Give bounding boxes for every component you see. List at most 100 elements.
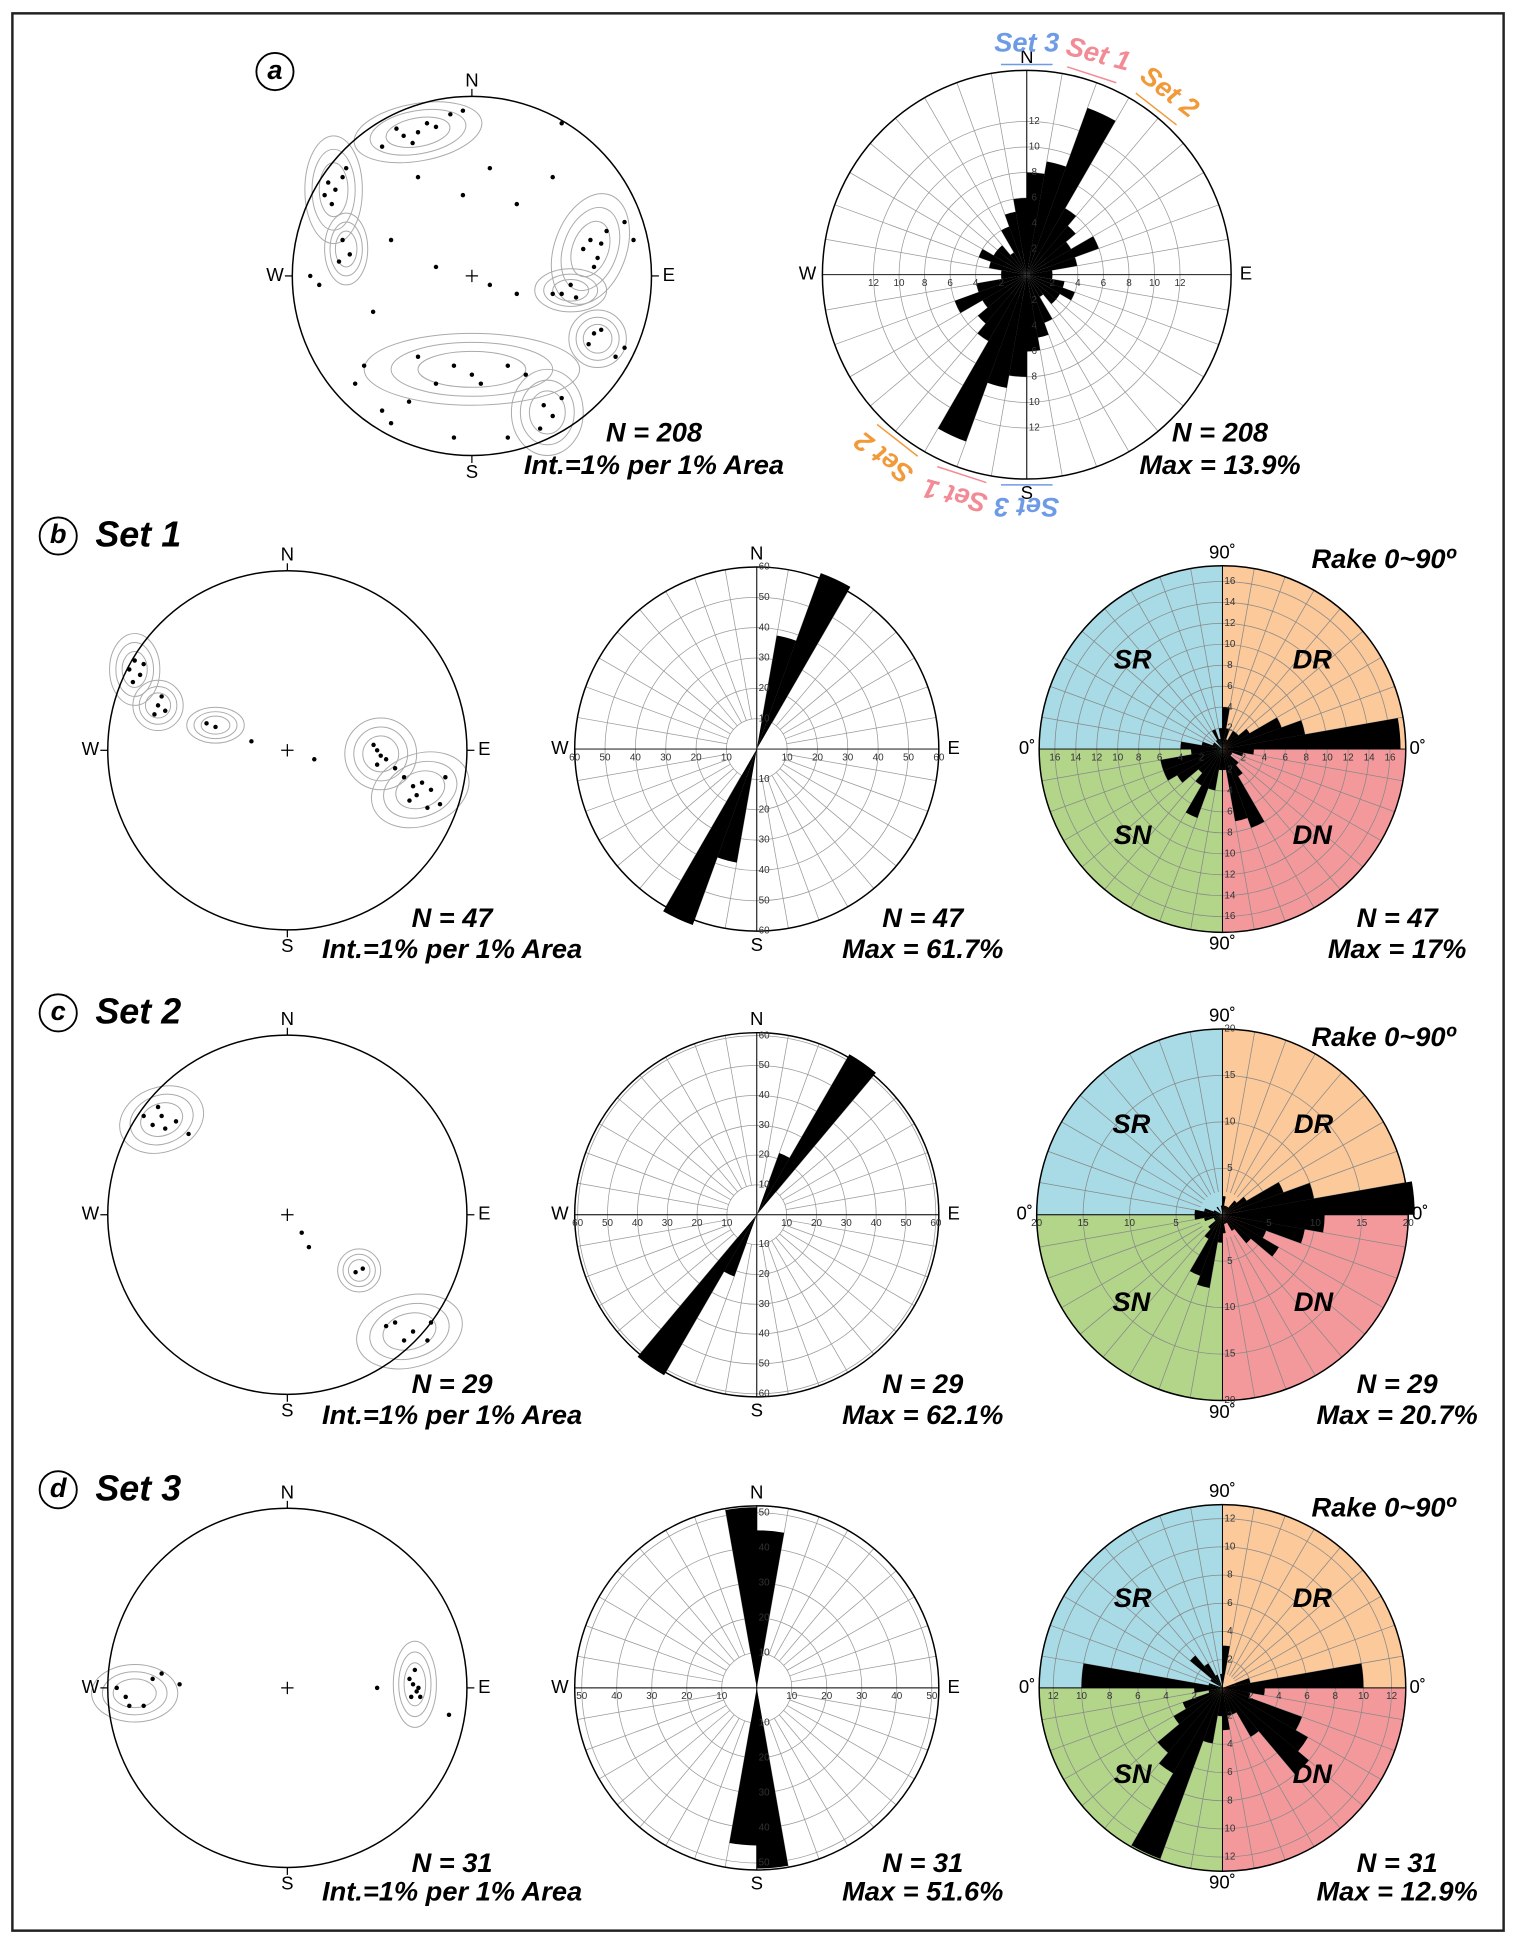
spoke <box>665 1718 740 1846</box>
spoke <box>1129 1234 1212 1376</box>
rake-bar <box>1222 1214 1267 1238</box>
rake-bar <box>1131 1687 1223 1859</box>
pole-point <box>573 295 579 300</box>
axis-label: 0˚ <box>1016 1203 1033 1224</box>
pole-point <box>150 1676 155 1682</box>
pole-point <box>343 165 349 171</box>
pole-point <box>374 762 380 767</box>
rake-bar <box>1222 730 1236 750</box>
contour <box>417 350 527 388</box>
rake-bar <box>1213 742 1223 750</box>
tick-label: 12 <box>1386 1691 1397 1702</box>
contour <box>552 279 590 302</box>
spoke <box>785 759 928 812</box>
spoke <box>1051 238 1229 271</box>
tick-label: 12 <box>1029 116 1040 127</box>
rake-bar <box>1222 1214 1235 1231</box>
tick-label: 50 <box>759 592 771 603</box>
rake-bar <box>1214 1214 1223 1221</box>
annotation: N = 29 <box>412 1368 494 1399</box>
tick-label: 10 <box>759 1239 771 1250</box>
tick-label: 8 <box>1227 827 1233 838</box>
spoke <box>849 172 1005 263</box>
tick-label: 16 <box>1385 752 1397 763</box>
annotation: N = 208 <box>606 417 703 448</box>
pole-point <box>322 192 327 198</box>
spoke <box>639 1548 735 1662</box>
contour <box>353 726 409 782</box>
annotation: N = 47 <box>1357 902 1440 933</box>
rake-bar <box>1222 1687 1265 1696</box>
direction-label: E <box>478 738 490 759</box>
panel-label: c <box>51 995 66 1026</box>
tick-label: 8 <box>1031 167 1037 178</box>
spoke <box>639 1237 738 1355</box>
direction-label: N <box>750 1481 763 1502</box>
rose-chart: 10 10 10 10 20 20 20 20 30 30 30 30 40 40 40 40 50 50 50 50… <box>551 1481 1003 1906</box>
contour <box>392 1640 437 1728</box>
tick-label: 20 <box>691 752 703 763</box>
tick-label: 40 <box>630 752 642 763</box>
spoke <box>1050 283 1219 345</box>
axes <box>574 566 939 932</box>
rose-chart: 2 2 2 2 4 4 4 4 6 6 6 6 8 8 8 8 10 10 10 10 12 12 12 12 N E S W Set … <box>799 27 1301 523</box>
direction-label: E <box>947 737 959 758</box>
axis-label: 0˚ <box>1412 1203 1429 1224</box>
pole-point <box>374 1685 380 1691</box>
spoke <box>771 775 849 907</box>
spoke <box>789 1625 928 1677</box>
spoke <box>1232 752 1395 813</box>
pole-point <box>370 309 376 315</box>
annotation: N = 31 <box>1357 1847 1438 1878</box>
pole-point <box>141 661 146 667</box>
tick-label: 40 <box>759 865 771 876</box>
direction-label: N <box>281 1481 294 1502</box>
panel-title: Set 3 <box>95 1467 181 1508</box>
tick-label: 30 <box>759 1120 771 1131</box>
pole-point <box>415 130 421 135</box>
spoke <box>1102 1232 1208 1358</box>
tick-label: 10 <box>782 752 794 763</box>
rake-bar <box>1177 749 1223 783</box>
quadrant <box>1039 1504 1223 1688</box>
rake-bar <box>1222 749 1243 777</box>
pole-point <box>622 345 627 350</box>
pole-point <box>347 252 352 257</box>
spoke <box>766 777 820 921</box>
spoke <box>1224 1507 1255 1675</box>
pole-point <box>152 712 157 717</box>
spoke <box>1130 590 1218 741</box>
rake-bar <box>1222 1214 1226 1224</box>
pole-point <box>340 237 345 243</box>
rake-bar <box>1222 1182 1314 1215</box>
axis-label: 90˚ <box>1209 1004 1236 1025</box>
tick-label: 20 <box>811 1218 823 1229</box>
direction-label: N <box>1020 46 1033 67</box>
pole-point <box>415 174 421 180</box>
spoke <box>598 1705 727 1780</box>
tick-label: 4 <box>1262 752 1268 763</box>
axis-label: 90˚ <box>1209 1480 1236 1501</box>
axes <box>574 1032 939 1397</box>
axis-label: 0˚ <box>1409 737 1426 758</box>
annotation: N = 29 <box>1357 1368 1439 1399</box>
rake-bar <box>1194 1214 1223 1220</box>
tick-label: 6 <box>1101 278 1107 289</box>
rake-bar <box>1222 749 1244 757</box>
rake-bar <box>1222 749 1248 822</box>
tick-label: 50 <box>900 1218 912 1229</box>
panel-label: a <box>267 54 282 85</box>
quadrant-name: DR <box>1293 1582 1333 1613</box>
tick-label: 10 <box>1224 1302 1236 1313</box>
tick-label: 40 <box>759 1090 771 1101</box>
rake-bar <box>1201 741 1223 750</box>
spoke <box>869 290 1008 407</box>
rake-bar <box>1190 1655 1223 1688</box>
tick-label: 60 <box>759 1388 771 1399</box>
spoke <box>786 1596 915 1671</box>
tick-label: 6 <box>1227 807 1233 818</box>
spoke <box>1048 287 1204 378</box>
direction-label: E <box>1240 263 1252 284</box>
rake-bar <box>1222 1678 1251 1688</box>
direction-label: E <box>663 264 675 285</box>
